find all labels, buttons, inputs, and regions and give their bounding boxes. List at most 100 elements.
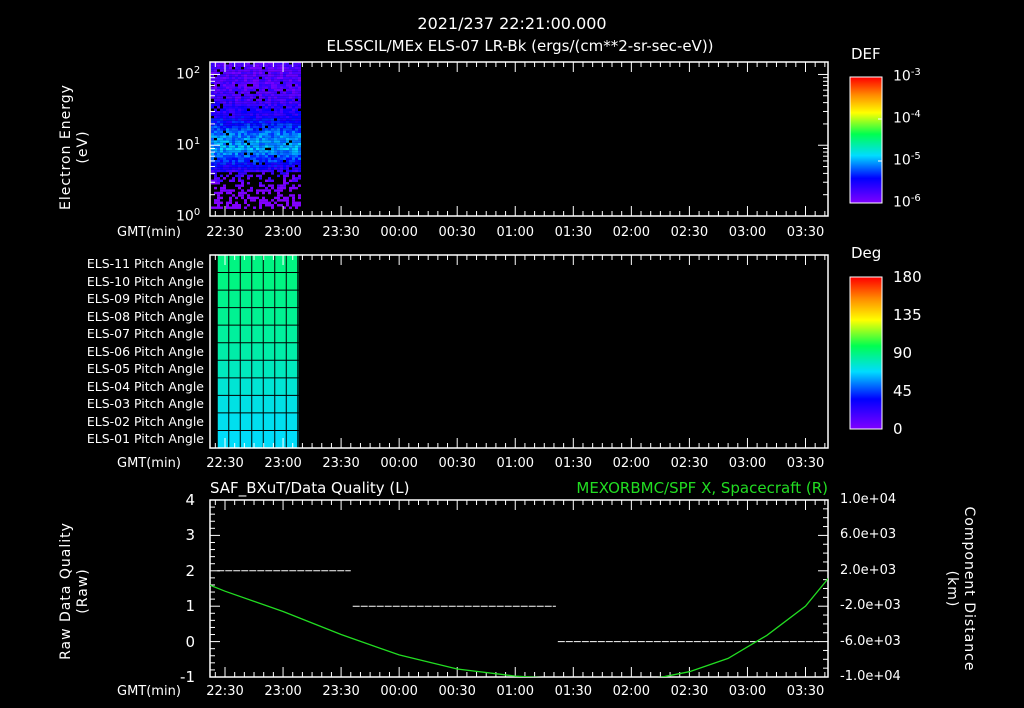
spectrogram-cell bbox=[298, 69, 301, 72]
colorbar-segment bbox=[850, 174, 882, 176]
spectrogram-cell bbox=[217, 125, 220, 129]
colorbar-segment bbox=[850, 121, 882, 123]
spectrogram-cell bbox=[247, 88, 250, 92]
spectrogram-cell bbox=[277, 98, 280, 102]
spectrogram-cell bbox=[226, 110, 229, 114]
spectrogram-cell bbox=[244, 162, 247, 165]
spectrogram-cell bbox=[259, 162, 262, 165]
spectrogram-cell bbox=[265, 157, 268, 160]
spectrogram-cell bbox=[262, 199, 265, 202]
spectrogram-cell bbox=[286, 103, 289, 107]
spectrogram-cell bbox=[250, 145, 253, 148]
spectrogram-cell bbox=[277, 86, 280, 89]
spectrogram-cell bbox=[295, 88, 298, 92]
spectrogram-cell bbox=[214, 172, 217, 175]
spectrogram-cell bbox=[295, 76, 298, 80]
spectrogram-cell bbox=[271, 125, 274, 129]
spectrogram-cell bbox=[268, 81, 271, 85]
spectrogram-cell bbox=[226, 159, 229, 163]
spectrogram-cell bbox=[259, 86, 262, 89]
spectrogram-cell bbox=[289, 86, 292, 89]
tick-base: 10 bbox=[893, 194, 911, 211]
spectrogram-cell bbox=[232, 167, 235, 170]
spectrogram-cell bbox=[292, 108, 295, 111]
spectrogram-cell bbox=[232, 91, 235, 94]
spectrogram-cell bbox=[289, 113, 292, 116]
spectrogram-cell bbox=[235, 123, 238, 126]
colorbar-deg bbox=[849, 276, 883, 430]
spectrogram-cell bbox=[241, 189, 244, 192]
spectrogram-cell bbox=[232, 120, 235, 124]
spectrogram-cell bbox=[268, 162, 271, 165]
spectrogram-cell bbox=[220, 137, 223, 141]
spectrogram-cell bbox=[235, 128, 238, 131]
spectrogram-cell bbox=[292, 177, 295, 180]
panel3-time-axis bbox=[214, 500, 826, 677]
spectrogram-cell bbox=[292, 145, 295, 148]
spectrogram-cell bbox=[283, 137, 286, 141]
spectrogram-cell bbox=[214, 206, 217, 209]
spectrogram-cell bbox=[217, 133, 220, 136]
colorbar-segment bbox=[850, 325, 882, 327]
spectrogram-cell bbox=[211, 69, 214, 72]
spectrogram-cell bbox=[247, 130, 250, 134]
spectrogram-cell bbox=[289, 206, 292, 209]
spectrogram-cell bbox=[292, 164, 295, 168]
spectrogram-cell bbox=[268, 201, 271, 205]
spectrogram-cell bbox=[292, 196, 295, 200]
spectrogram-cell bbox=[298, 101, 301, 104]
spectrogram-cell bbox=[256, 66, 259, 70]
spectrogram-cell bbox=[274, 135, 277, 138]
spectrogram-cell bbox=[253, 167, 256, 170]
spectrogram-cell bbox=[283, 152, 286, 156]
colorbar-segment bbox=[850, 316, 882, 318]
spectrogram-cell bbox=[262, 137, 265, 141]
spectrogram-cell bbox=[244, 169, 247, 173]
colorbar-segment bbox=[850, 401, 882, 403]
spectrogram-cell bbox=[262, 157, 265, 160]
tick-base: 10 bbox=[176, 208, 194, 225]
spectrogram-cell bbox=[280, 162, 283, 165]
colorbar-segment bbox=[850, 132, 882, 134]
spectrogram-cell bbox=[244, 96, 247, 99]
spectrogram-cell bbox=[244, 71, 247, 75]
spectrogram-cell bbox=[226, 106, 229, 109]
spectrogram-cell bbox=[238, 135, 241, 138]
spectrogram-cell bbox=[280, 142, 283, 146]
spectrogram-cell bbox=[262, 108, 265, 111]
spectrogram-cell bbox=[283, 98, 286, 102]
spectrogram-cell bbox=[214, 135, 217, 138]
spectrogram-cell bbox=[229, 84, 232, 87]
pitch-angle-row-label: ELS-10 Pitch Angle bbox=[86, 273, 204, 289]
spectrogram-cell bbox=[289, 155, 292, 158]
spectrogram-cell bbox=[271, 120, 274, 124]
spectrogram-cell bbox=[220, 101, 223, 104]
colorbar-segment bbox=[850, 338, 882, 340]
time-tick-label: 01:00 bbox=[496, 225, 534, 240]
spectrogram-cell bbox=[226, 96, 229, 99]
colorbar-segment bbox=[850, 183, 882, 185]
spectrogram-cell bbox=[226, 120, 229, 124]
spectrogram-cell bbox=[277, 189, 280, 192]
spectrogram-cell bbox=[235, 66, 238, 70]
colorbar-segment bbox=[850, 347, 882, 349]
spectrogram-cell bbox=[259, 79, 262, 82]
spectrogram-cell bbox=[220, 128, 223, 131]
spectrogram-cell bbox=[229, 169, 232, 173]
colorbar-tick-label: 180 bbox=[893, 268, 922, 286]
spectrogram-cell bbox=[229, 145, 232, 148]
spectrogram-cell bbox=[277, 150, 280, 153]
spectrogram-cell bbox=[271, 162, 274, 165]
spectrogram-cell bbox=[298, 84, 301, 87]
spectrogram-cell bbox=[244, 115, 247, 119]
spectrogram-cell bbox=[265, 169, 268, 173]
colorbar-segment bbox=[850, 189, 882, 191]
spectrogram-cell bbox=[274, 64, 277, 67]
colorbar-segment bbox=[850, 322, 882, 324]
spectrogram-cell bbox=[259, 115, 262, 119]
spectrogram-cell bbox=[283, 162, 286, 165]
spectrogram-cell bbox=[265, 101, 268, 104]
spectrogram-cell bbox=[265, 86, 268, 89]
spectrogram-cell bbox=[274, 108, 277, 111]
spectrogram-cell bbox=[220, 84, 223, 87]
